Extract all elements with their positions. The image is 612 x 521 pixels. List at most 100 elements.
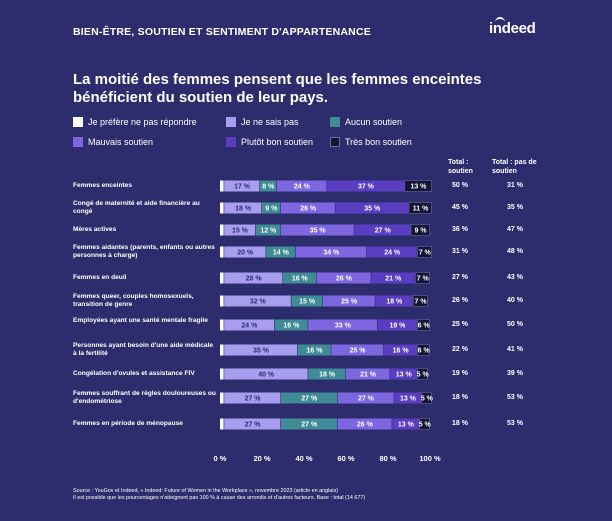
- bar-segment-bad-support: [316, 272, 371, 284]
- bar-segment-prefer-not: [220, 344, 224, 356]
- source-note: Source : YouGov et Indeed, « Indeed: Fut…: [73, 488, 543, 502]
- bar-segment-rather-good: [383, 344, 417, 356]
- bar-segment-no-support: [262, 202, 281, 214]
- bar-value-label: 6 %: [418, 348, 431, 355]
- total-support-value: 45 %: [452, 204, 468, 211]
- legend-item-rather-good: Plutôt bon soutien: [226, 137, 313, 147]
- row-label: Femmes en période de ménopause: [73, 420, 183, 427]
- bar-segment-bad-support: [295, 246, 367, 258]
- row-label: Femmes en deuil: [73, 274, 127, 281]
- bar-value-label: 12 %: [260, 228, 277, 235]
- legend-swatch: [330, 117, 340, 127]
- bar-value-label: 26 %: [336, 276, 353, 283]
- legend-label: Aucun soutien: [345, 117, 403, 127]
- bar-segment-no-support: [283, 272, 316, 284]
- legend-swatch: [330, 137, 340, 147]
- bar-value-label: 13 %: [400, 396, 417, 403]
- bar-segment-very-good: [408, 202, 432, 214]
- bar-value-label: 21 %: [385, 276, 402, 283]
- legend-label: Plutôt bon soutien: [241, 137, 314, 147]
- bar-value-label: 16 %: [307, 348, 324, 355]
- bar-segment-very-good: [417, 246, 432, 258]
- total-no-support-value: 48 %: [507, 248, 523, 255]
- column-header-total-no-support: Total : pas de soutien: [492, 159, 537, 175]
- x-tick-label: 100 %: [419, 454, 441, 463]
- bar-value-label: 24 %: [294, 184, 311, 191]
- row-label: Personnes ayant besoin d'une aide médica…: [73, 342, 214, 357]
- legend-label: Mauvais soutien: [88, 137, 154, 147]
- bar-value-label: 20 %: [237, 250, 254, 257]
- total-no-support-value: 41 %: [507, 346, 523, 353]
- bar-value-label: 37 %: [358, 184, 375, 191]
- row-label: Congélation d'ovules et assistance FIV: [73, 370, 195, 377]
- bar-segment-rather-good: [375, 295, 413, 307]
- bar-segment-rather-good: [371, 272, 415, 284]
- bar-segment-bad-support: [280, 224, 354, 236]
- bar-segment-bad-support: [346, 368, 390, 380]
- bar-segment-prefer-not: [220, 392, 224, 404]
- bar-value-label: 5 %: [419, 422, 432, 429]
- bar-value-label: 27 %: [245, 396, 262, 403]
- bar-value-label: 15 %: [232, 228, 249, 235]
- indeed-logo-arc-icon: [495, 17, 505, 25]
- bar-segment-bad-support: [280, 202, 335, 214]
- legend-item-no-support: Aucun soutien: [330, 117, 402, 127]
- bar-segment-prefer-not: [220, 319, 224, 331]
- total-no-support-value: 53 %: [507, 394, 523, 401]
- bar-segment-no-support: [308, 368, 346, 380]
- legend-swatch: [73, 117, 83, 127]
- bar-segment-no-support: [274, 319, 308, 331]
- bar-segment-prefer-not: [220, 418, 224, 430]
- bar-segment-dont-know: [224, 344, 298, 356]
- bar-segment-no-support: [280, 418, 337, 430]
- bar-value-label: 33 %: [335, 323, 352, 330]
- bar-value-label: 16 %: [292, 276, 309, 283]
- bar-value-label: 19 %: [389, 323, 406, 330]
- bar-segment-rather-good: [377, 319, 417, 331]
- section-title: BIEN-ÊTRE, SOUTIEN ET SENTIMENT D'APPART…: [73, 26, 371, 38]
- legend-label: Je ne sais pas: [241, 117, 299, 127]
- bar-segment-rather-good: [392, 418, 419, 430]
- row-label: Femmes queer, couples homosexuels, trans…: [73, 293, 194, 308]
- legend-item-prefer-not: Je préfère ne pas répondre: [73, 117, 197, 127]
- bar-segment-prefer-not: [220, 224, 224, 236]
- bar-value-label: 13 %: [398, 422, 415, 429]
- total-support-value: 36 %: [452, 226, 468, 233]
- bar-value-label: 7 %: [417, 276, 430, 283]
- bar-segment-no-support: [255, 224, 281, 236]
- source-line: Source : YouGov et Indeed, « Indeed: Fut…: [73, 488, 338, 494]
- bar-value-label: 5 %: [417, 372, 430, 379]
- bar-segment-dont-know: [224, 202, 262, 214]
- total-no-support-value: 31 %: [507, 182, 523, 189]
- bar-value-label: 14 %: [273, 250, 290, 257]
- row-label: Femmes aidantes (parents, enfants ou aut…: [73, 244, 215, 259]
- bar-value-label: 7 %: [415, 299, 428, 306]
- row-label: Mères actives: [73, 226, 117, 233]
- x-tick-label: 60 %: [337, 454, 355, 463]
- bar-segment-dont-know: [224, 295, 291, 307]
- bar-segment-bad-support: [308, 319, 377, 331]
- bar-value-label: 27 %: [301, 422, 318, 429]
- legend-label: Très bon soutien: [345, 137, 412, 147]
- bar-value-label: 40 %: [258, 372, 275, 379]
- total-support-value: 19 %: [452, 370, 468, 377]
- total-no-support-value: 39 %: [507, 370, 523, 377]
- bar-value-label: 9 %: [265, 206, 278, 213]
- x-tick-label: 0 %: [213, 454, 227, 463]
- bar-value-label: 5 %: [421, 396, 434, 403]
- bar-segment-rather-good: [327, 180, 405, 192]
- bar-value-label: 18 %: [319, 372, 336, 379]
- bar-value-label: 13 %: [396, 372, 413, 379]
- total-no-support-value: 50 %: [507, 321, 523, 328]
- bar-value-label: 16 %: [393, 348, 410, 355]
- bar-segment-very-good: [412, 295, 428, 307]
- legend-item-dont-know: Je ne sais pas: [226, 117, 299, 127]
- footnote-line: Il est possible que les pourcentages n'a…: [73, 495, 366, 501]
- bar-segment-very-good: [410, 224, 430, 236]
- bar-segment-dont-know: [224, 319, 274, 331]
- bar-segment-rather-good: [354, 224, 411, 236]
- bar-value-label: 18 %: [235, 206, 252, 213]
- bar-value-label: 21 %: [360, 372, 377, 379]
- bar-value-label: 25 %: [350, 348, 367, 355]
- bar-segment-very-good: [421, 392, 432, 404]
